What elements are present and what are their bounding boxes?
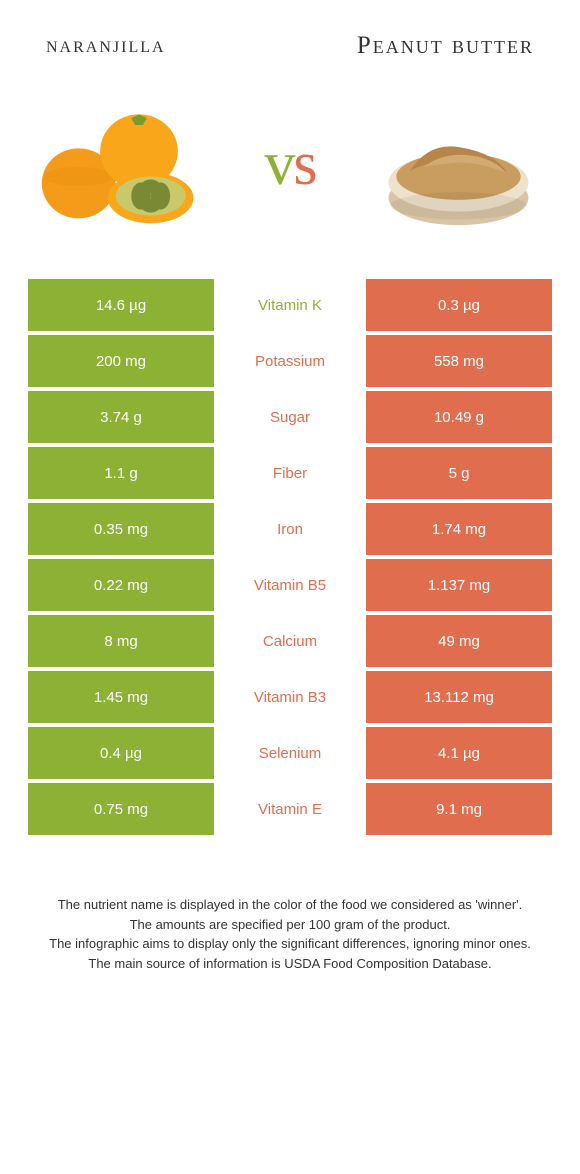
left-value-cell: 14.6 µg bbox=[28, 279, 214, 331]
vs-s: s bbox=[293, 130, 315, 198]
nutrient-label-cell: Potassium bbox=[214, 335, 366, 387]
right-value-cell: 13.112 mg bbox=[366, 671, 552, 723]
vs-label: vs bbox=[264, 133, 315, 195]
table-row: 0.22 mgVitamin B51.137 mg bbox=[28, 559, 552, 611]
footer-line: The nutrient name is displayed in the co… bbox=[34, 895, 546, 915]
table-row: 1.1 gFiber5 g bbox=[28, 447, 552, 499]
left-value-cell: 3.74 g bbox=[28, 391, 214, 443]
table-row: 14.6 µgVitamin K0.3 µg bbox=[28, 279, 552, 331]
footer-line: The amounts are specified per 100 gram o… bbox=[34, 915, 546, 935]
left-value-cell: 0.35 mg bbox=[28, 503, 214, 555]
nutrient-label-cell: Fiber bbox=[214, 447, 366, 499]
nutrient-label-cell: Selenium bbox=[214, 727, 366, 779]
table-row: 8 mgCalcium49 mg bbox=[28, 615, 552, 667]
right-value-cell: 49 mg bbox=[366, 615, 552, 667]
right-food-title: Peanut butter bbox=[290, 30, 552, 61]
table-row: 0.35 mgIron1.74 mg bbox=[28, 503, 552, 555]
vs-v: v bbox=[264, 130, 293, 198]
nutrient-label-cell: Vitamin K bbox=[214, 279, 366, 331]
left-food-image bbox=[34, 89, 209, 239]
nutrient-label-cell: Vitamin E bbox=[214, 783, 366, 835]
titles-row: naranjilla Peanut butter bbox=[28, 30, 552, 61]
footer-line: The infographic aims to display only the… bbox=[34, 934, 546, 954]
left-food-title: naranjilla bbox=[28, 31, 290, 60]
left-value-cell: 200 mg bbox=[28, 335, 214, 387]
right-value-cell: 558 mg bbox=[366, 335, 552, 387]
right-value-cell: 4.1 µg bbox=[366, 727, 552, 779]
right-value-cell: 1.137 mg bbox=[366, 559, 552, 611]
table-row: 0.75 mgVitamin E9.1 mg bbox=[28, 783, 552, 835]
nutrient-label-cell: Vitamin B3 bbox=[214, 671, 366, 723]
nutrient-label-cell: Sugar bbox=[214, 391, 366, 443]
left-value-cell: 1.45 mg bbox=[28, 671, 214, 723]
table-row: 200 mgPotassium558 mg bbox=[28, 335, 552, 387]
nutrient-label-cell: Calcium bbox=[214, 615, 366, 667]
nutrient-label-cell: Iron bbox=[214, 503, 366, 555]
footer-notes: The nutrient name is displayed in the co… bbox=[28, 895, 552, 973]
table-row: 1.45 mgVitamin B313.112 mg bbox=[28, 671, 552, 723]
right-food-image bbox=[371, 89, 546, 239]
footer-line: The main source of information is USDA F… bbox=[34, 954, 546, 974]
right-value-cell: 10.49 g bbox=[366, 391, 552, 443]
images-row: vs bbox=[28, 89, 552, 239]
table-row: 3.74 gSugar10.49 g bbox=[28, 391, 552, 443]
right-value-cell: 0.3 µg bbox=[366, 279, 552, 331]
comparison-table: 14.6 µgVitamin K0.3 µg200 mgPotassium558… bbox=[28, 279, 552, 835]
right-value-cell: 5 g bbox=[366, 447, 552, 499]
right-value-cell: 9.1 mg bbox=[366, 783, 552, 835]
nutrient-label-cell: Vitamin B5 bbox=[214, 559, 366, 611]
table-row: 0.4 µgSelenium4.1 µg bbox=[28, 727, 552, 779]
left-value-cell: 1.1 g bbox=[28, 447, 214, 499]
left-value-cell: 0.22 mg bbox=[28, 559, 214, 611]
left-value-cell: 0.75 mg bbox=[28, 783, 214, 835]
right-value-cell: 1.74 mg bbox=[366, 503, 552, 555]
left-value-cell: 8 mg bbox=[28, 615, 214, 667]
left-value-cell: 0.4 µg bbox=[28, 727, 214, 779]
